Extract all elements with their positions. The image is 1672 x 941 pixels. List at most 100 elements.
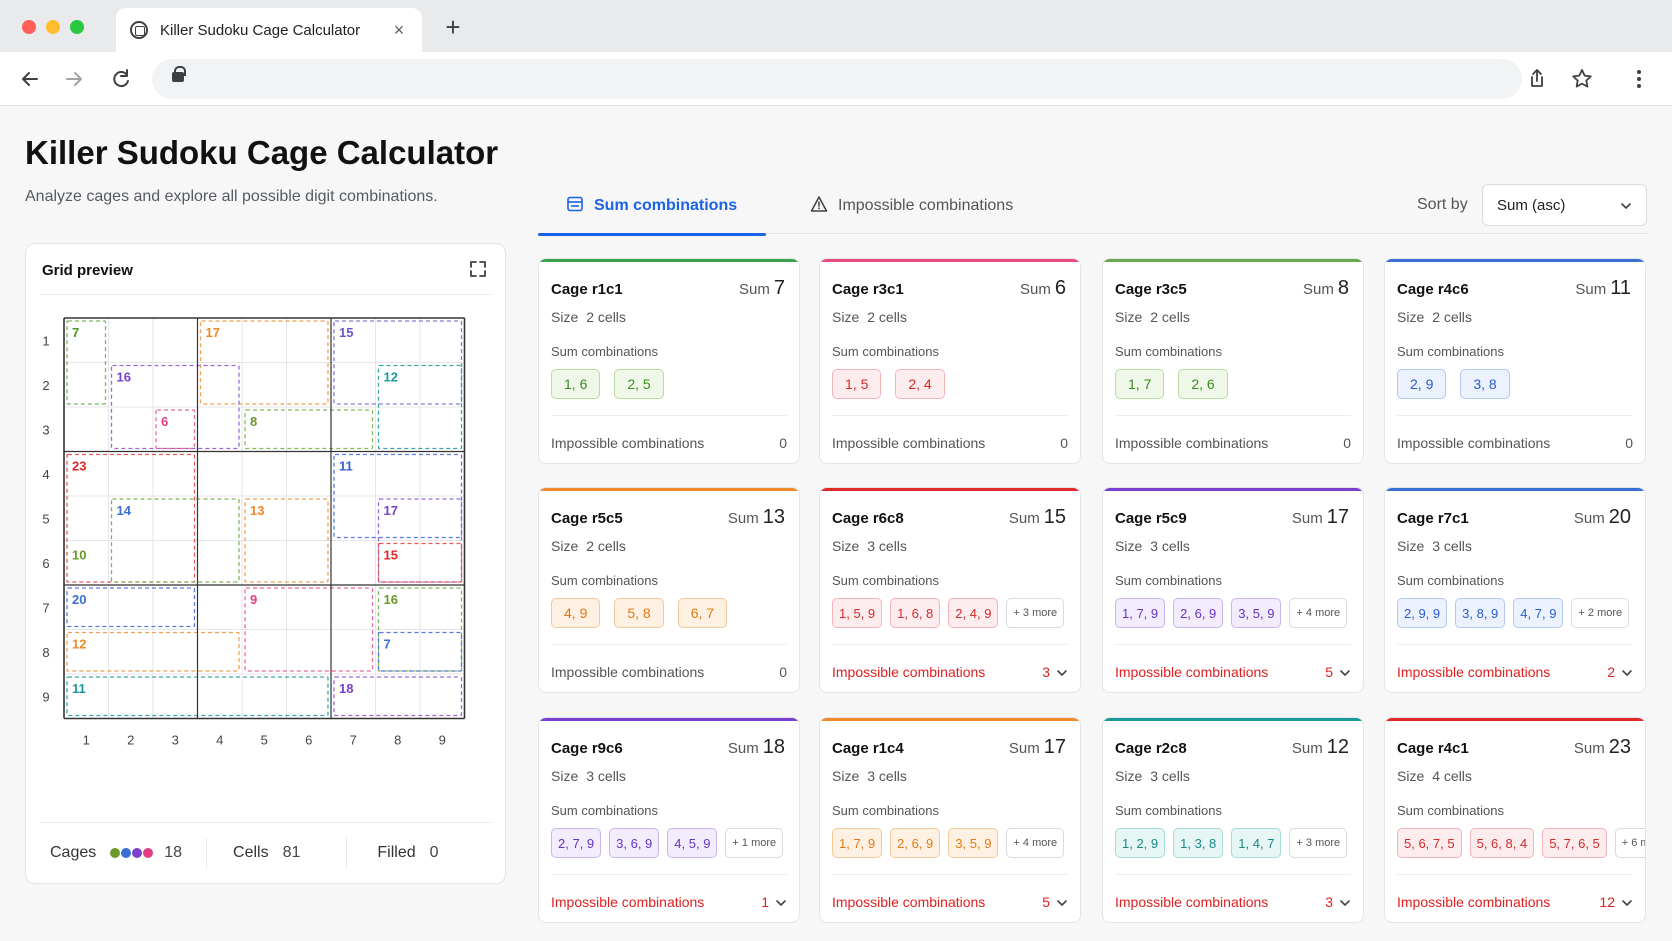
card-impossible-row[interactable]: Impossible combinations 5 <box>832 894 1068 910</box>
card-impossible-row[interactable]: Impossible combinations 12 <box>1397 894 1633 910</box>
menu-kebab-icon[interactable] <box>1625 65 1653 93</box>
cage-card[interactable]: Cage r4c1 Sum 23 Size 4 cells Sum combinat… <box>1384 717 1646 923</box>
close-tab-icon[interactable]: × <box>393 19 405 40</box>
card-impossible-row[interactable]: Impossible combinations 3 <box>1115 894 1351 910</box>
cage-card[interactable]: Cage r5c5 Sum 13 Size 2 cells Sum combinat… <box>538 487 800 693</box>
cage-sum-label: 14 <box>117 503 132 518</box>
bookmark-star-icon[interactable] <box>1568 65 1596 93</box>
card-title: Cage r5c5 <box>551 510 623 527</box>
card-impossible-row[interactable]: Impossible combinations 1 <box>551 894 787 910</box>
tab-sum-combinations[interactable]: Sum combinations <box>538 178 766 236</box>
combination-chip[interactable]: 4, 7, 9 <box>1513 598 1564 628</box>
combination-chip[interactable]: 3, 6, 9 <box>609 828 660 858</box>
combination-chip[interactable]: 5, 6, 7, 5 <box>1397 828 1462 858</box>
browser-tab[interactable]: Killer Sudoku Cage Calculator × <box>116 8 422 52</box>
chevron-down-icon[interactable] <box>1339 894 1351 912</box>
card-size: Size 2 cells <box>551 538 626 554</box>
reload-icon[interactable] <box>107 65 135 93</box>
tab-impossible-combinations[interactable]: Impossible combinations <box>810 178 1013 234</box>
combination-chip[interactable]: 1, 6, 8 <box>890 598 941 628</box>
combination-chip[interactable]: 3, 5, 9 <box>1231 598 1282 628</box>
combination-chip[interactable]: 5, 8 <box>614 598 664 628</box>
cage-card[interactable]: Cage r7c1 Sum 20 Size 3 cells Sum combinat… <box>1384 487 1646 693</box>
card-title: Cage r5c9 <box>1115 510 1187 527</box>
more-combinations-chip[interactable]: + 4 more <box>1006 828 1065 858</box>
cage-card[interactable]: Cage r4c6 Sum 11 Size 2 cells Sum combinat… <box>1384 258 1646 464</box>
combination-chip[interactable]: 1, 4, 7 <box>1231 828 1282 858</box>
combination-chip[interactable]: 1, 5 <box>832 369 882 399</box>
cage-card[interactable]: Cage r3c1 Sum 6 Size 2 cells Sum combinati… <box>819 258 1081 464</box>
cage-card[interactable]: Cage r1c4 Sum 17 Size 3 cells Sum combinat… <box>819 717 1081 923</box>
address-bar[interactable] <box>152 59 1522 99</box>
new-tab-icon[interactable]: + <box>445 12 461 42</box>
close-window-button[interactable] <box>22 20 36 34</box>
cage-card[interactable]: Cage r9c6 Sum 18 Size 3 cells Sum combinat… <box>538 717 800 923</box>
chevron-down-icon[interactable] <box>1056 894 1068 912</box>
stat-cages-label: Cages <box>50 843 97 861</box>
more-combinations-chip[interactable]: + 4 more <box>1289 598 1348 628</box>
chevron-down-icon[interactable] <box>1621 664 1633 682</box>
card-size-value: 3 cells <box>867 538 907 554</box>
sort-select[interactable]: Sum (asc) <box>1482 184 1647 226</box>
more-combinations-chip[interactable]: + 6 more <box>1614 828 1645 858</box>
combination-chip[interactable]: 2, 9, 9 <box>1397 598 1448 628</box>
combination-chip[interactable]: 2, 4 <box>895 369 945 399</box>
card-impossible-label: Impossible combinations <box>1115 664 1269 680</box>
more-combinations-chip[interactable]: + 3 more <box>1006 598 1065 628</box>
card-impossible-label: Impossible combinations <box>1397 664 1551 680</box>
card-size: Size 3 cells <box>1115 768 1190 784</box>
combination-chip[interactable]: 1, 7, 9 <box>1115 598 1166 628</box>
minimize-window-button[interactable] <box>46 20 60 34</box>
combination-chips: 1, 6 2, 5 <box>551 369 664 399</box>
chevron-down-icon[interactable] <box>1339 664 1351 682</box>
card-title: Cage r4c1 <box>1397 740 1469 757</box>
chevron-down-icon[interactable] <box>775 894 787 912</box>
more-combinations-chip[interactable]: + 1 more <box>725 828 784 858</box>
cage-card[interactable]: Cage r3c5 Sum 8 Size 2 cells Sum combinati… <box>1102 258 1364 464</box>
combination-chip[interactable]: 4, 5, 9 <box>667 828 718 858</box>
combination-chip[interactable]: 2, 6 <box>1178 369 1228 399</box>
combination-chip[interactable]: 6, 7 <box>677 598 728 628</box>
card-impossible-row[interactable]: Impossible combinations 3 <box>832 664 1068 680</box>
combination-chip[interactable]: 1, 5, 9 <box>832 598 883 628</box>
combination-chip[interactable]: 2, 4, 9 <box>948 598 999 628</box>
expand-icon[interactable] <box>469 260 487 278</box>
combination-chip[interactable]: 1, 7 <box>1115 369 1165 399</box>
combination-chip[interactable]: 1, 7, 9 <box>832 828 883 858</box>
card-impossible-row[interactable]: Impossible combinations 2 <box>1397 664 1633 680</box>
forward-icon[interactable] <box>60 65 88 93</box>
combination-chip[interactable]: 1, 3, 8 <box>1173 828 1224 858</box>
card-title: Cage r3c5 <box>1115 281 1187 298</box>
combination-chip[interactable]: 1, 6 <box>551 369 601 399</box>
more-combinations-chip[interactable]: + 2 more <box>1571 598 1630 628</box>
combination-chip[interactable]: 5, 7, 6, 5 <box>1542 828 1607 858</box>
combination-chip[interactable]: 3, 5, 9 <box>948 828 999 858</box>
combination-chip[interactable]: 2, 7, 9 <box>551 828 602 858</box>
combination-chip[interactable]: 4, 9 <box>551 598 601 628</box>
combination-chip[interactable]: 2, 6, 9 <box>890 828 941 858</box>
cage-color-dots-icon <box>110 847 154 858</box>
combination-chip[interactable]: 2, 5 <box>614 369 664 399</box>
share-icon[interactable] <box>1523 65 1551 93</box>
card-impossible-row[interactable]: Impossible combinations 5 <box>1115 664 1351 680</box>
more-combinations-chip[interactable]: + 3 more <box>1289 828 1348 858</box>
chevron-down-icon[interactable] <box>1621 894 1633 912</box>
combination-chip[interactable]: 2, 9 <box>1397 369 1447 399</box>
combination-chip[interactable]: 5, 6, 8, 4 <box>1469 828 1535 858</box>
combination-chip[interactable]: 1, 2, 9 <box>1115 828 1166 858</box>
card-divider <box>832 415 1068 416</box>
sort-label: Sort by <box>1417 196 1468 213</box>
card-title: Cage r1c4 <box>832 740 904 757</box>
cage-card[interactable]: Cage r5c9 Sum 17 Size 3 cells Sum combinat… <box>1102 487 1364 693</box>
combination-chip[interactable]: 2, 6, 9 <box>1173 598 1224 628</box>
chevron-down-icon[interactable] <box>1056 664 1068 682</box>
zoom-window-button[interactable] <box>70 20 84 34</box>
cage-card[interactable]: Cage r2c8 Sum 12 Size 3 cells Sum combinat… <box>1102 717 1364 923</box>
combination-chip[interactable]: 3, 8 <box>1460 369 1510 399</box>
card-sum: Sum 11 <box>1575 277 1631 300</box>
cage-card[interactable]: Cage r6c8 Sum 15 Size 3 cells Sum combinat… <box>819 487 1081 693</box>
back-icon[interactable] <box>16 65 44 93</box>
combination-chip[interactable]: 3, 8, 9 <box>1455 598 1506 628</box>
cage-card[interactable]: Cage r1c1 Sum 7 Size 2 cells Sum combinati… <box>538 258 800 464</box>
